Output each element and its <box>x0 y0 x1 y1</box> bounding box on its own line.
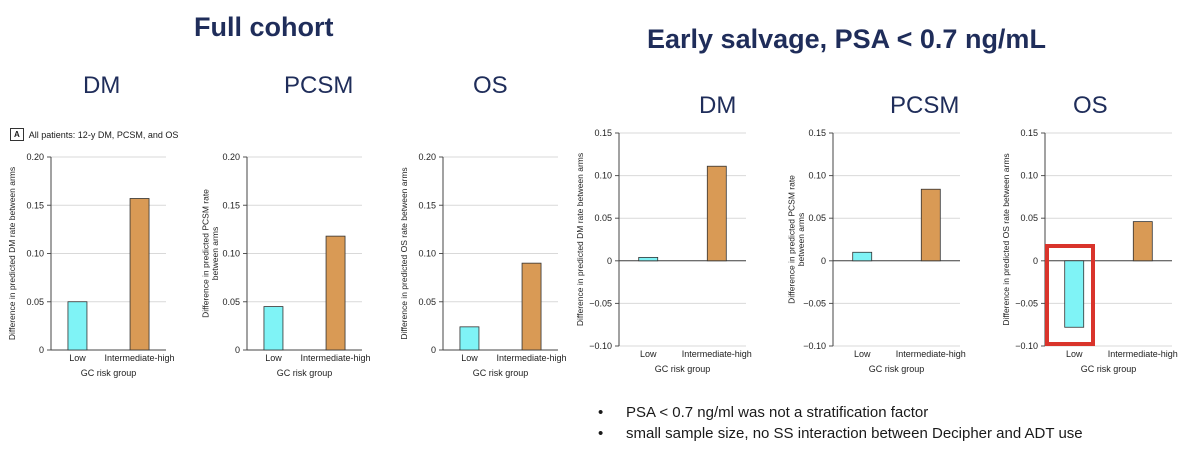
y-tick-label: −0.05 <box>589 298 612 308</box>
y-tick-label: 0 <box>235 345 240 355</box>
y-tick-label: 0.15 <box>594 128 612 138</box>
bullet-item: • PSA < 0.7 ng/ml was not a stratificatio… <box>598 404 1083 421</box>
y-tick-label: −0.05 <box>803 298 826 308</box>
bar-intermediate-high <box>1132 221 1153 262</box>
y-tick-label: 0.10 <box>222 249 240 259</box>
y-tick-label: 0 <box>821 256 826 266</box>
bullet-item: • small sample size, no SS interaction be… <box>598 425 1083 442</box>
y-tick-label: 0 <box>607 256 612 266</box>
chart-early-pcsm: −0.10 −0.05 0 0.05 0.10 0.15 Low Intermediate-h… <box>786 128 966 374</box>
y-tick-label: 0.10 <box>1020 171 1038 181</box>
y-axis-label: Difference in predicted DM rate between … <box>7 167 17 340</box>
x-tick-label: Low <box>1066 349 1083 359</box>
bar-intermediate-high <box>920 188 941 262</box>
chart-heading-early-os: OS <box>1073 92 1108 119</box>
bar-intermediate-high <box>521 262 542 351</box>
bullet-icon: • <box>598 404 604 421</box>
chart-early-os: −0.10 −0.05 0 0.05 0.10 0.15 Low Intermediate-h… <box>1001 128 1178 374</box>
y-tick-label: −0.10 <box>1015 341 1038 351</box>
x-axis-label: GC risk group <box>277 368 333 378</box>
x-tick-label: Intermediate-high <box>1108 349 1178 359</box>
y-axis-label: Difference in predicted PCSM ratebetween… <box>200 189 220 318</box>
x-tick-label: Low <box>854 349 871 359</box>
x-tick-label: Low <box>461 353 478 363</box>
y-tick-label: −0.10 <box>589 341 612 351</box>
y-tick-label: 0.15 <box>222 200 240 210</box>
chart-heading-full-pcsm: PCSM <box>284 72 354 99</box>
x-axis-label: GC risk group <box>1081 364 1137 374</box>
x-axis-label: GC risk group <box>473 368 529 378</box>
x-tick-label: Intermediate-high <box>497 353 567 363</box>
early-salvage-title: Early salvage, PSA < 0.7 ng/mL <box>647 24 1046 54</box>
y-tick-label: 0.10 <box>418 249 436 259</box>
y-tick-label: 0.15 <box>808 128 826 138</box>
chart-heading-full-os: OS <box>473 72 508 99</box>
chart-early-dm: −0.10 −0.05 0 0.05 0.10 0.15 Low Intermediate-h… <box>575 128 752 374</box>
y-tick-label: 0.05 <box>26 297 44 307</box>
y-tick-label: 0.20 <box>26 152 44 162</box>
chart-heading-full-dm: DM <box>83 72 121 99</box>
x-tick-label: Low <box>69 353 86 363</box>
panel-tag-box: A <box>10 128 24 141</box>
bar-low <box>852 251 873 262</box>
y-tick-label: 0.10 <box>26 249 44 259</box>
bar-intermediate-high <box>325 235 346 351</box>
chart-full-pcsm: 0 0.05 0.10 0.15 0.20 Low Intermediate-high GC … <box>200 152 371 378</box>
y-tick-label: 0.20 <box>222 152 240 162</box>
x-tick-label: Intermediate-high <box>682 349 752 359</box>
x-tick-label: Intermediate-high <box>105 353 175 363</box>
y-tick-label: 0.20 <box>418 152 436 162</box>
x-axis-label: GC risk group <box>869 364 925 374</box>
y-tick-label: 0.05 <box>1020 213 1038 223</box>
full-cohort-title: Full cohort <box>194 12 334 42</box>
bar-low <box>263 306 284 351</box>
y-tick-label: 0.10 <box>808 171 826 181</box>
bar-low <box>1064 260 1085 328</box>
highlight-box <box>1045 244 1095 346</box>
x-tick-label: Intermediate-high <box>301 353 371 363</box>
bullet-text: small sample size, no SS interaction bet… <box>626 425 1083 442</box>
bar-low <box>459 326 480 351</box>
bar-intermediate-high <box>129 198 150 351</box>
bar-low <box>638 256 659 262</box>
chart-heading-early-dm: DM <box>699 92 737 119</box>
bar-intermediate-high <box>706 165 727 262</box>
x-axis-label: GC risk group <box>655 364 711 374</box>
bullet-list: • PSA < 0.7 ng/ml was not a stratificatio… <box>598 404 1083 446</box>
y-tick-label: 0.15 <box>418 200 436 210</box>
bullet-text: PSA < 0.7 ng/ml was not a stratification… <box>626 404 929 421</box>
panel-label: A All patients: 12-y DM, PCSM, and OS <box>10 128 178 141</box>
panel-label-text: All patients: 12-y DM, PCSM, and OS <box>28 129 179 140</box>
x-tick-label: Intermediate-high <box>896 349 966 359</box>
y-tick-label: 0.15 <box>1020 128 1038 138</box>
y-axis-label: Difference in predicted DM rate between … <box>575 153 585 326</box>
y-axis-label: Difference in predicted OS rate between … <box>1001 153 1011 325</box>
chart-full-dm: 0 0.05 0.10 0.15 0.20 Low Intermediate-high GC … <box>7 152 175 378</box>
y-tick-label: 0.05 <box>808 213 826 223</box>
y-tick-label: 0 <box>431 345 436 355</box>
y-tick-label: 0 <box>1033 256 1038 266</box>
y-tick-label: 0.15 <box>26 200 44 210</box>
y-tick-label: −0.05 <box>1015 298 1038 308</box>
y-tick-label: −0.10 <box>803 341 826 351</box>
y-axis-label: Difference in predicted PCSM ratebetween… <box>786 175 806 304</box>
chart-full-os: 0 0.05 0.10 0.15 0.20 Low Intermediate-high GC … <box>399 152 567 378</box>
y-tick-label: 0.05 <box>594 213 612 223</box>
bar-low <box>67 301 88 351</box>
y-axis-label: Difference in predicted OS rate between … <box>399 167 409 339</box>
y-tick-label: 0 <box>39 345 44 355</box>
y-tick-label: 0.05 <box>418 297 436 307</box>
x-tick-label: Low <box>640 349 657 359</box>
x-tick-label: Low <box>265 353 282 363</box>
y-tick-label: 0.10 <box>594 171 612 181</box>
x-axis-label: GC risk group <box>81 368 137 378</box>
y-tick-label: 0.05 <box>222 297 240 307</box>
bullet-icon: • <box>598 425 604 442</box>
chart-heading-early-pcsm: PCSM <box>890 92 960 119</box>
